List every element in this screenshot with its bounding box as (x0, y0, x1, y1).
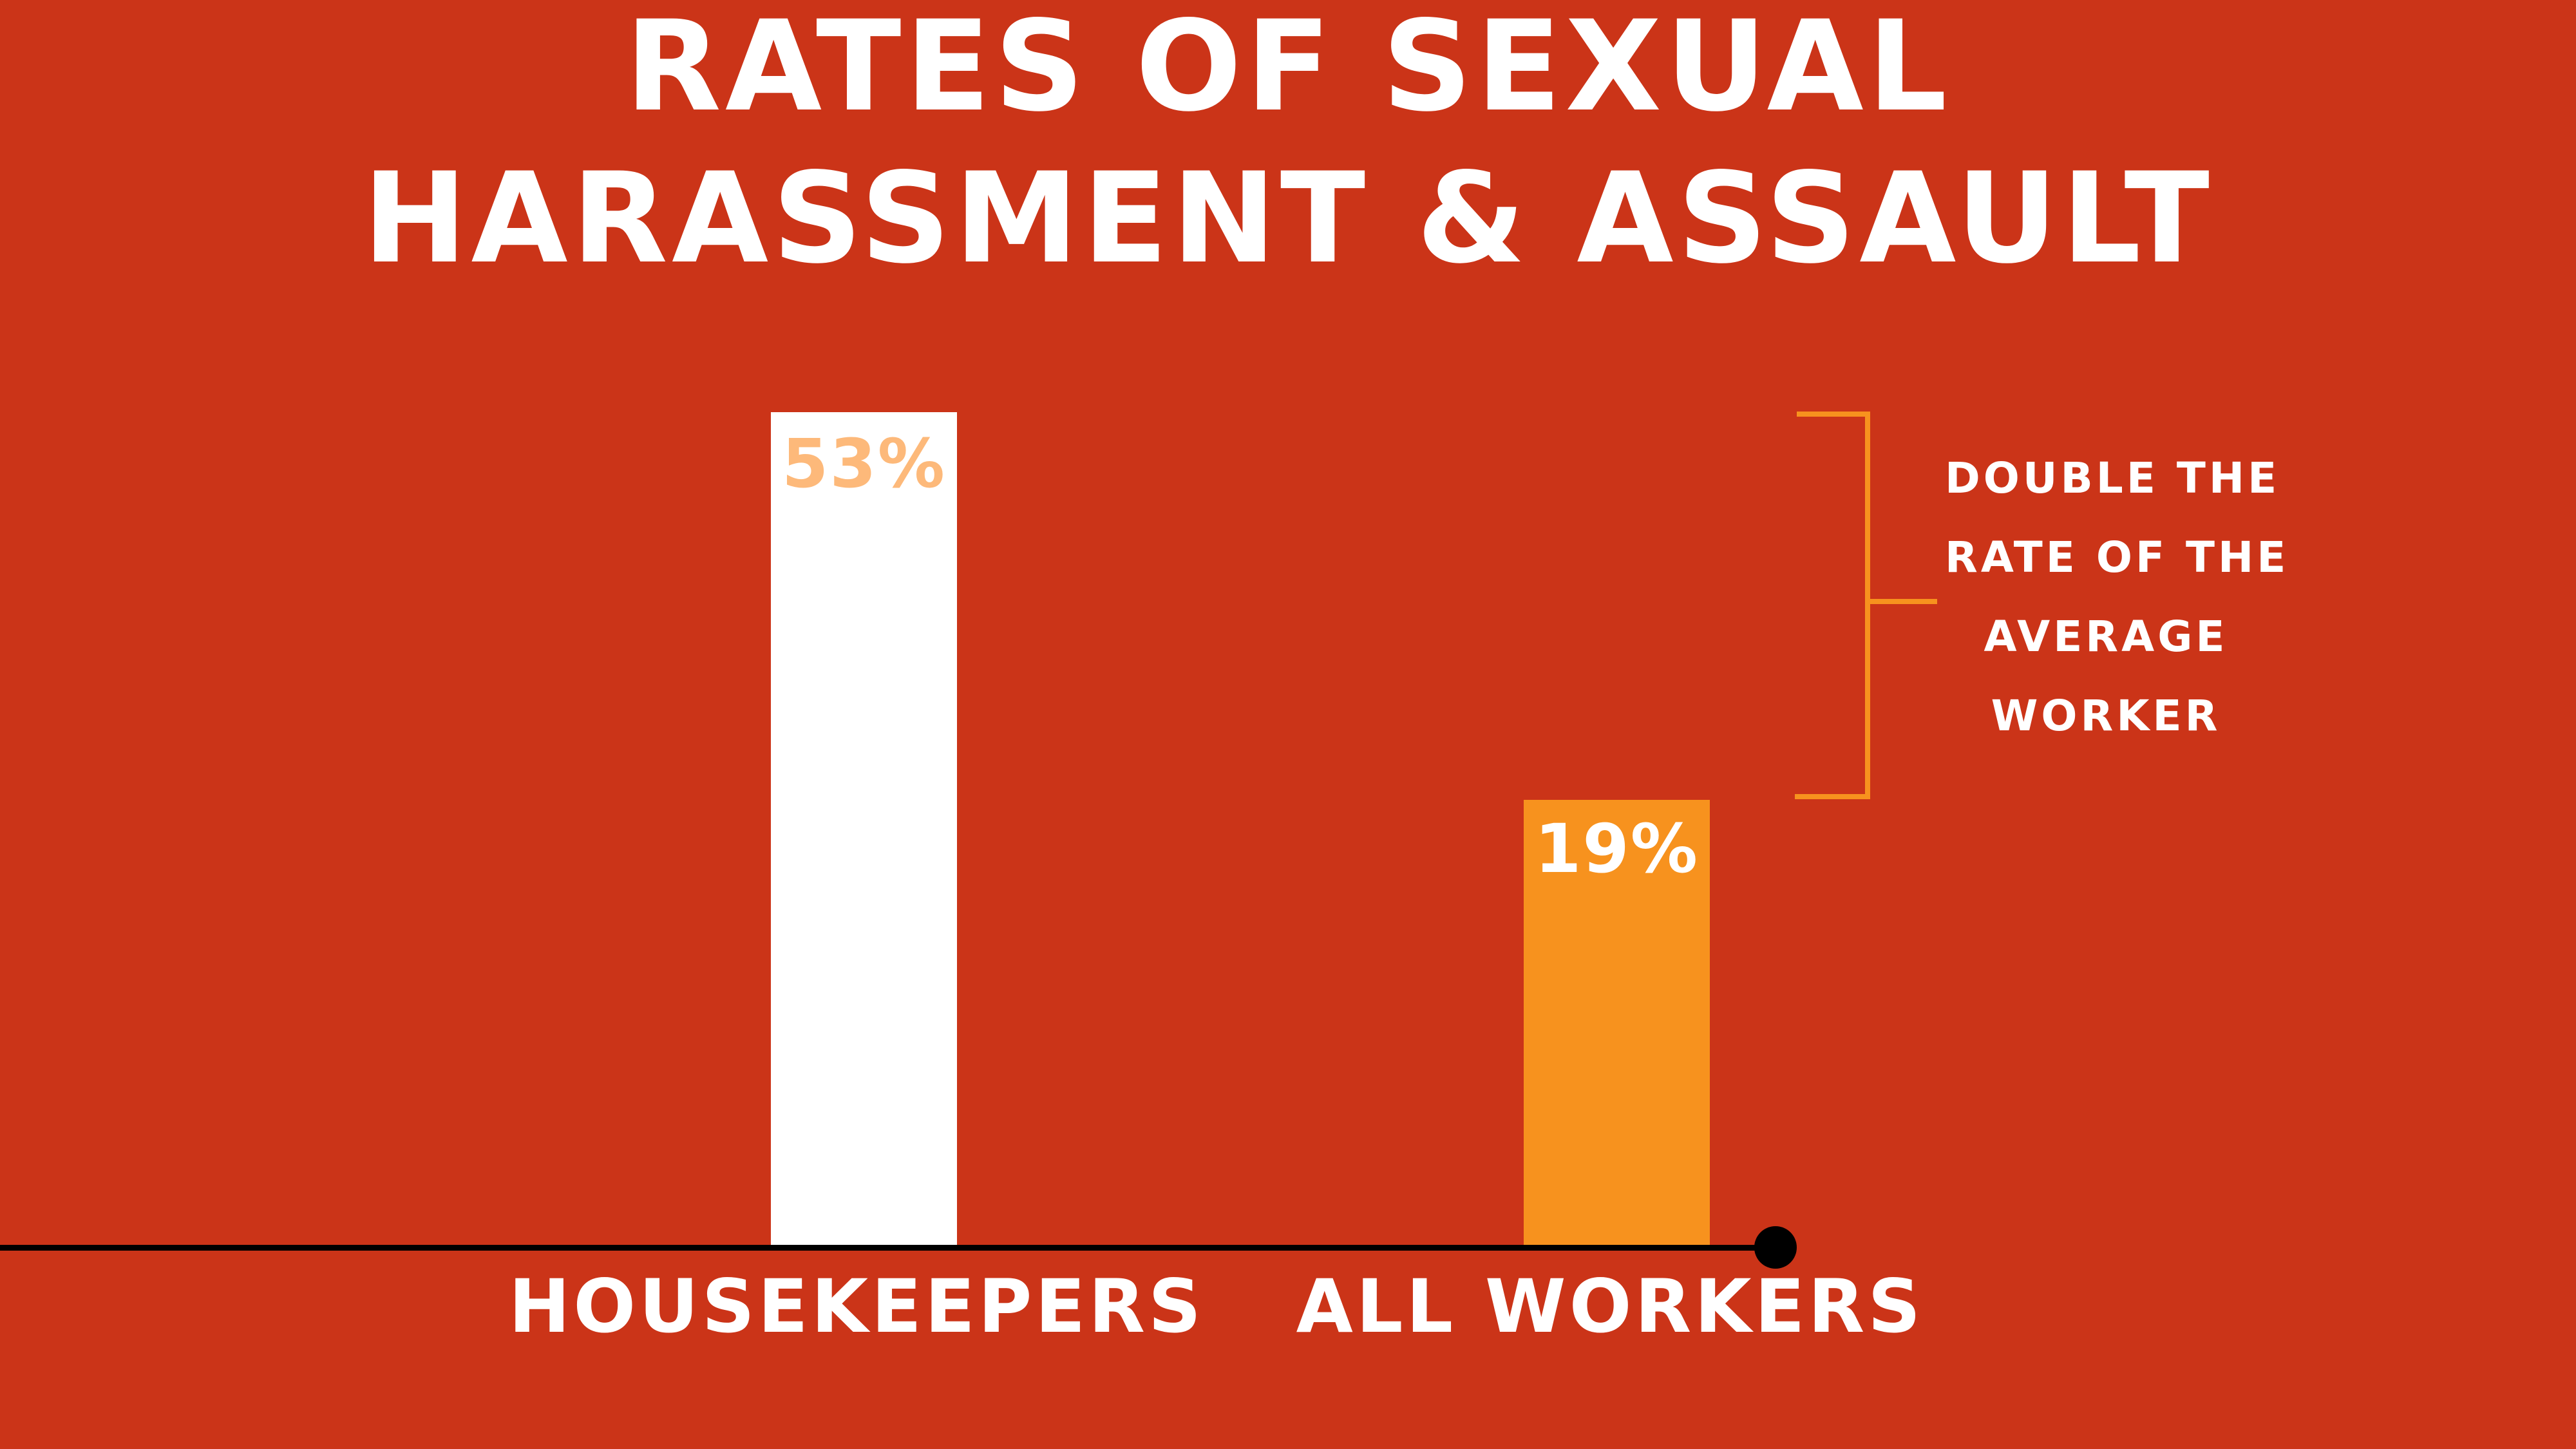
category-label-housekeepers: HOUSEKEEPERS (508, 1264, 1205, 1349)
bracket-pointer-tick (1865, 599, 1937, 604)
x-axis-line (0, 1245, 1776, 1251)
bar-value-label-all-workers: 19% (1535, 810, 1699, 888)
annotation-line-4: WORKER (1991, 691, 2221, 741)
annotation-line-3: AVERAGE (1984, 612, 2228, 661)
bracket-annotation-text: DOUBLE THE RATE OF THE AVERAGE WORKER (1945, 451, 2289, 768)
axis-end-dot-icon (1754, 1226, 1797, 1269)
chart-title-line-2: HARASSMENT & ASSAULT (363, 146, 2213, 291)
annotation-line-2: RATE OF THE (1945, 533, 2289, 582)
bar-housekeepers: 53% (771, 412, 957, 1245)
bracket-vertical-line (1865, 412, 1870, 799)
bar-all-workers: 19% (1524, 800, 1710, 1245)
chart-title-line-1: RATES OF SEXUAL (625, 0, 1951, 139)
annotation-line-1: DOUBLE THE (1945, 453, 2280, 503)
bar-value-label-housekeepers: 53% (782, 424, 946, 503)
bracket-bottom-tick (1795, 794, 1870, 799)
bracket-top-tick (1797, 412, 1870, 417)
category-label-all-workers: ALL WORKERS (1296, 1264, 1924, 1349)
